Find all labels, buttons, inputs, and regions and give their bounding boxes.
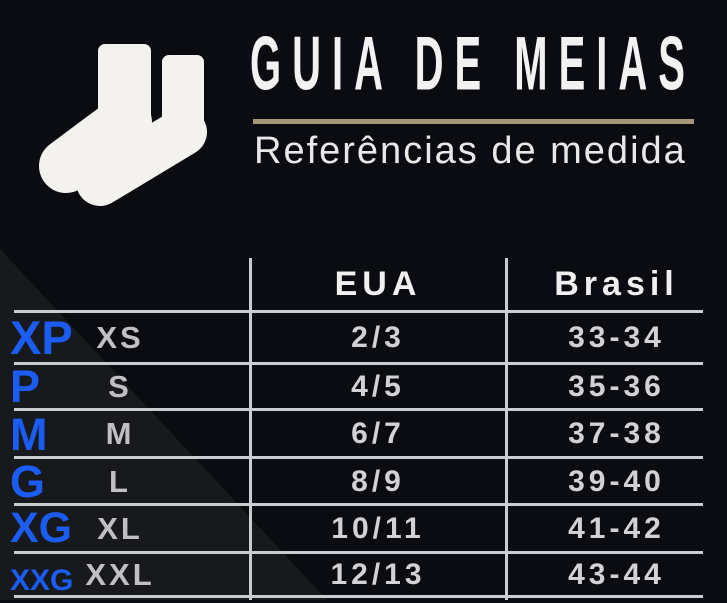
table-line-row2-bottom [14,408,703,411]
brasil-cell: 39-40 [568,464,665,498]
table-line-row4-bottom [14,503,703,506]
brazil-size-overlay: XXG [10,563,74,597]
title-divider-rule [253,119,694,124]
table-row: P S 4/5 35-36 [0,363,727,410]
eua-cell: 4/5 [351,369,405,403]
page-subtitle: Referências de medida [254,130,687,172]
eua-cell: 8/9 [351,464,405,498]
brazil-size-overlay: XG [10,504,73,552]
brazil-size-overlay: XP [10,311,73,364]
size-cell: XL [97,510,143,546]
table-line-col1-right [249,258,252,600]
column-header-brasil: Brasil [554,264,679,303]
table-row: G L 8/9 39-40 [0,458,727,505]
brazil-size-overlay: G [10,456,46,507]
brasil-cell: 41-42 [568,511,665,545]
table-row: XXG XXL 12/13 43-44 [0,552,727,597]
brasil-cell: 43-44 [568,557,665,591]
table-line-header-bottom [14,310,703,313]
column-header-eua: EUA [334,264,422,303]
table-row: XG XL 10/11 41-42 [0,505,727,552]
table-row: M M 6/7 37-38 [0,410,727,458]
page-title: GUIA DE MEIAS [250,23,696,107]
size-cell: S [108,368,132,404]
brasil-cell: 37-38 [568,417,665,450]
size-cell: M [105,416,135,451]
table-line-row6-bottom [14,595,703,598]
table-line-row1-bottom [14,362,703,365]
size-cell: XXL [85,556,155,592]
table-line-row3-bottom [14,456,703,459]
table-line-row5-bottom [14,551,703,554]
eua-cell: 6/7 [351,417,405,450]
socks-pair-icon [39,44,207,206]
size-cell: XS [96,319,144,355]
size-cell: L [109,463,131,499]
eua-cell: 12/13 [330,557,426,591]
brasil-cell: 35-36 [568,369,665,403]
eua-cell: 10/11 [331,511,425,545]
brasil-cell: 33-34 [568,320,665,354]
table-line-col2-right [505,258,508,600]
brazil-size-overlay: M [10,408,48,460]
table-row: XP XS 2/3 33-34 [0,312,727,363]
brazil-size-overlay: P [10,361,41,412]
eua-cell: 2/3 [351,320,405,354]
